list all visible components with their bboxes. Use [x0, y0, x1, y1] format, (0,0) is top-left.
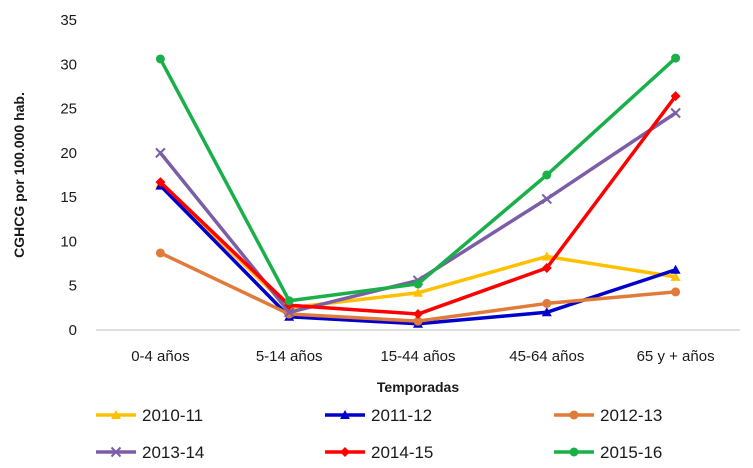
y-tick-label: 30 [60, 56, 77, 73]
legend-label: 2012-13 [600, 406, 662, 425]
legend-marker [569, 447, 579, 457]
legend-item: 2014-15 [325, 443, 433, 462]
x-tick-label: 45-64 años [509, 348, 584, 365]
data-point [155, 54, 165, 64]
data-point [155, 177, 166, 188]
data-point [670, 264, 681, 274]
legend-item: 2013-14 [96, 443, 204, 462]
legend-label: 2010-11 [142, 406, 203, 425]
legend-marker [340, 447, 350, 457]
y-tick-label: 15 [60, 189, 77, 206]
legend-marker [569, 410, 579, 420]
data-point [413, 309, 423, 320]
legend-item: 2011-12 [325, 406, 432, 425]
legend-item: 2010-11 [96, 406, 203, 425]
data-point [283, 307, 295, 318]
legend-marker [340, 410, 350, 419]
x-axis-ticks: 0-4 años 5-14 años 15-44 años 45-64 años 65 … [131, 348, 714, 365]
data-point [413, 279, 423, 289]
x-tick-label: 0-4 años [131, 348, 189, 365]
data-point [541, 193, 553, 205]
x-axis-title: Temporadas [377, 379, 459, 395]
data-point [671, 53, 681, 63]
y-axis-title: CGHCG por 100.000 hab. [11, 92, 27, 258]
x-tick-label: 5-14 años [256, 348, 323, 365]
data-point [670, 271, 681, 281]
data-point [542, 298, 552, 308]
data-point [413, 287, 423, 297]
x-tick-label: 65 y + años [637, 348, 715, 365]
data-point [670, 91, 681, 102]
data-point [541, 251, 552, 261]
legend-label: 2015-16 [600, 443, 662, 462]
data-point [670, 107, 681, 119]
legend-label: 2013-14 [142, 443, 204, 462]
legend: 2010-11 2011-12 2012-13 2013-14 2014-15 2015-… [96, 406, 662, 462]
y-tick-label: 0 [69, 322, 77, 339]
data-point [541, 307, 552, 317]
y-tick-label: 5 [69, 278, 77, 295]
series-layer [155, 53, 681, 328]
legend-label: 2011-12 [371, 406, 432, 425]
data-point [671, 287, 681, 297]
legend-marker [111, 410, 121, 419]
data-point [542, 170, 552, 180]
legend-item: 2012-13 [554, 406, 662, 425]
data-point [155, 147, 166, 159]
y-tick-label: 20 [60, 145, 77, 162]
data-point [155, 248, 165, 258]
series-2015-16 [155, 53, 681, 306]
x-tick-label: 15-44 años [380, 348, 455, 365]
data-point [413, 316, 423, 326]
legend-marker [110, 446, 122, 458]
data-point [541, 263, 552, 273]
data-point [284, 296, 294, 306]
legend-item: 2015-16 [554, 443, 662, 462]
y-tick-label: 35 [60, 12, 77, 29]
y-tick-label: 10 [60, 233, 77, 250]
y-axis-ticks: 0 5 10 15 20 25 30 35 [60, 12, 77, 339]
legend-label: 2014-15 [371, 443, 433, 462]
y-tick-label: 25 [60, 101, 77, 118]
